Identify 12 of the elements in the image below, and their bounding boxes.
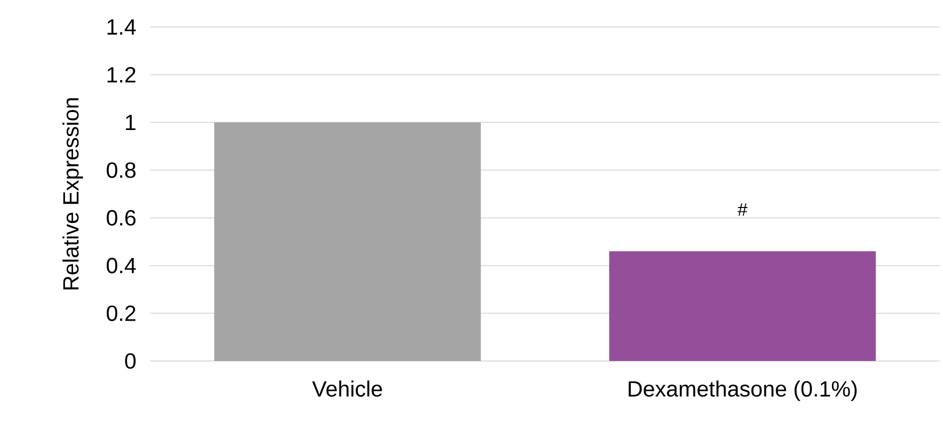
y-axis-title: Relative Expression bbox=[62, 98, 84, 290]
y-tick-label: 0.8 bbox=[106, 162, 136, 178]
y-tick-label: 1.4 bbox=[108, 19, 136, 35]
y-tick-label: 0.6 bbox=[106, 210, 136, 226]
y-tick-label: 0 bbox=[125, 353, 136, 369]
annotation: # bbox=[738, 203, 748, 216]
y-tick-label: 1 bbox=[126, 114, 136, 130]
y-tick-label: 1.2 bbox=[108, 67, 136, 82]
y-tick-label: 0.2 bbox=[106, 305, 136, 322]
y-tick-label: 0.4 bbox=[106, 258, 136, 274]
x-tick-label: Vehicle bbox=[312, 380, 382, 397]
x-tick-label: Dexamethasone (0.1%) bbox=[628, 380, 857, 402]
